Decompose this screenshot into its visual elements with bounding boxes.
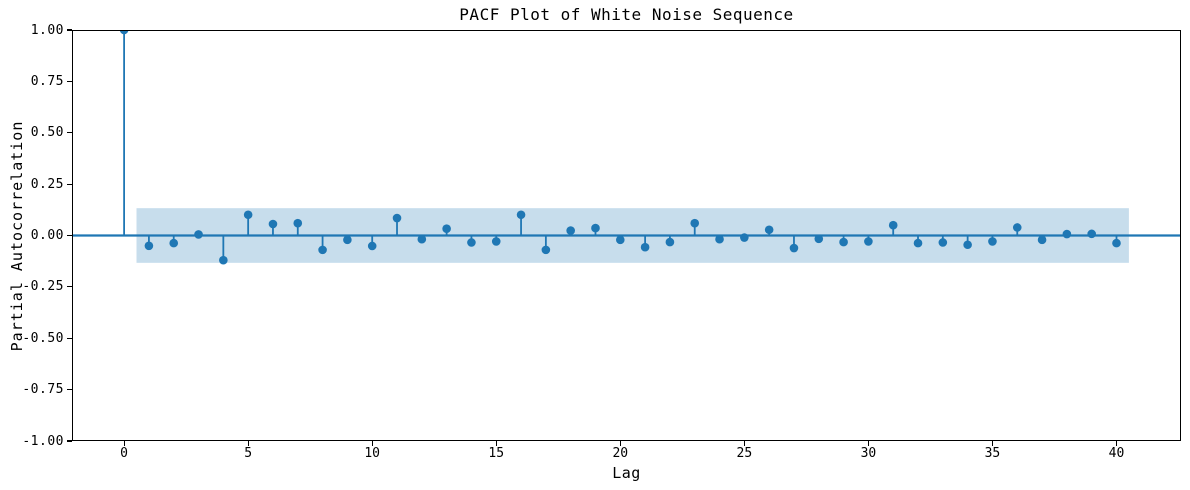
marker-lag-19	[591, 223, 600, 233]
marker-lag-23	[690, 218, 700, 228]
x-tick-label-25: 25	[736, 446, 753, 461]
x-tick-mark-0	[123, 441, 125, 446]
marker-lag-20	[615, 235, 625, 245]
y-tick-label-5: -0.25	[22, 279, 64, 295]
marker-lag-16	[516, 210, 526, 220]
x-tick-label-5: 5	[244, 446, 253, 461]
x-tick-mark-10	[371, 441, 373, 446]
y-tick-mark-7	[67, 389, 72, 391]
stem-plot-canvas	[72, 30, 1181, 265]
x-tick-mark-5	[247, 441, 249, 446]
y-tick-label-4: 0.00	[30, 228, 64, 243]
y-tick-mark-5	[67, 286, 72, 288]
marker-lag-37	[1037, 235, 1047, 245]
y-tick-mark-6	[67, 337, 72, 339]
marker-lag-40	[1112, 238, 1121, 248]
marker-lag-1	[144, 241, 154, 251]
y-tick-mark-2	[67, 132, 72, 134]
y-tick-label-8: -1.00	[22, 433, 64, 449]
x-tick-label-30: 30	[860, 446, 877, 461]
x-axis-label: Lag	[612, 464, 641, 482]
x-tick-label-15: 15	[488, 446, 505, 461]
marker-lag-35	[988, 237, 997, 246]
marker-lag-12	[417, 234, 427, 244]
y-tick-label-0: 1.00	[30, 22, 64, 38]
marker-lag-26	[764, 225, 774, 235]
x-tick-label-10: 10	[364, 446, 381, 461]
marker-lag-15	[491, 237, 501, 246]
marker-lag-28	[814, 234, 824, 244]
marker-lag-0	[119, 30, 129, 35]
x-tick-label-35: 35	[984, 446, 1001, 461]
plot-area	[72, 30, 1181, 441]
marker-lag-22	[665, 237, 675, 247]
marker-lag-33	[938, 238, 948, 247]
marker-lag-39	[1087, 229, 1096, 239]
marker-lag-14	[467, 238, 476, 247]
marker-lag-8	[318, 245, 327, 255]
x-tick-label-20: 20	[612, 446, 629, 461]
x-tick-label-0: 0	[120, 446, 128, 461]
x-tick-mark-25	[743, 441, 745, 446]
x-tick-mark-30	[867, 441, 869, 446]
marker-lag-17	[541, 245, 551, 255]
marker-lag-32	[913, 238, 923, 248]
marker-lag-31	[888, 220, 898, 230]
marker-lag-2	[169, 238, 179, 248]
y-tick-mark-0	[67, 29, 72, 31]
y-tick-mark-3	[67, 183, 72, 185]
x-tick-mark-40	[1115, 441, 1118, 446]
marker-lag-24	[715, 234, 724, 244]
y-tick-label-3: 0.25	[30, 176, 64, 192]
marker-lag-38	[1062, 229, 1072, 239]
marker-lag-27	[789, 243, 799, 253]
x-tick-mark-15	[495, 441, 497, 446]
marker-lag-5	[243, 210, 253, 220]
y-tick-label-7: -0.75	[22, 382, 64, 398]
marker-lag-3	[194, 230, 203, 239]
marker-lag-25	[740, 233, 749, 242]
marker-lag-11	[392, 213, 402, 223]
marker-lag-30	[864, 237, 873, 246]
x-tick-mark-35	[991, 441, 994, 446]
marker-lag-29	[839, 237, 848, 247]
marker-lag-18	[566, 226, 575, 235]
y-tick-mark-8	[67, 440, 72, 442]
y-tick-mark-4	[67, 234, 72, 237]
marker-lag-21	[640, 242, 650, 252]
x-tick-label-40: 40	[1108, 446, 1125, 461]
y-tick-label-2: 0.50	[30, 125, 64, 141]
x-tick-mark-20	[619, 441, 621, 446]
y-tick-label-1: 0.75	[30, 73, 64, 89]
marker-lag-7	[293, 218, 303, 228]
marker-lag-6	[268, 219, 278, 229]
marker-lag-9	[343, 235, 352, 245]
marker-lag-10	[367, 241, 377, 251]
y-tick-mark-1	[67, 80, 72, 82]
marker-lag-4	[219, 255, 228, 265]
marker-lag-34	[963, 240, 972, 250]
marker-lag-13	[442, 224, 451, 234]
y-tick-label-6: -0.50	[22, 330, 64, 346]
marker-lag-36	[1012, 223, 1022, 232]
chart-title: PACF Plot of White Noise Sequence	[459, 5, 794, 24]
